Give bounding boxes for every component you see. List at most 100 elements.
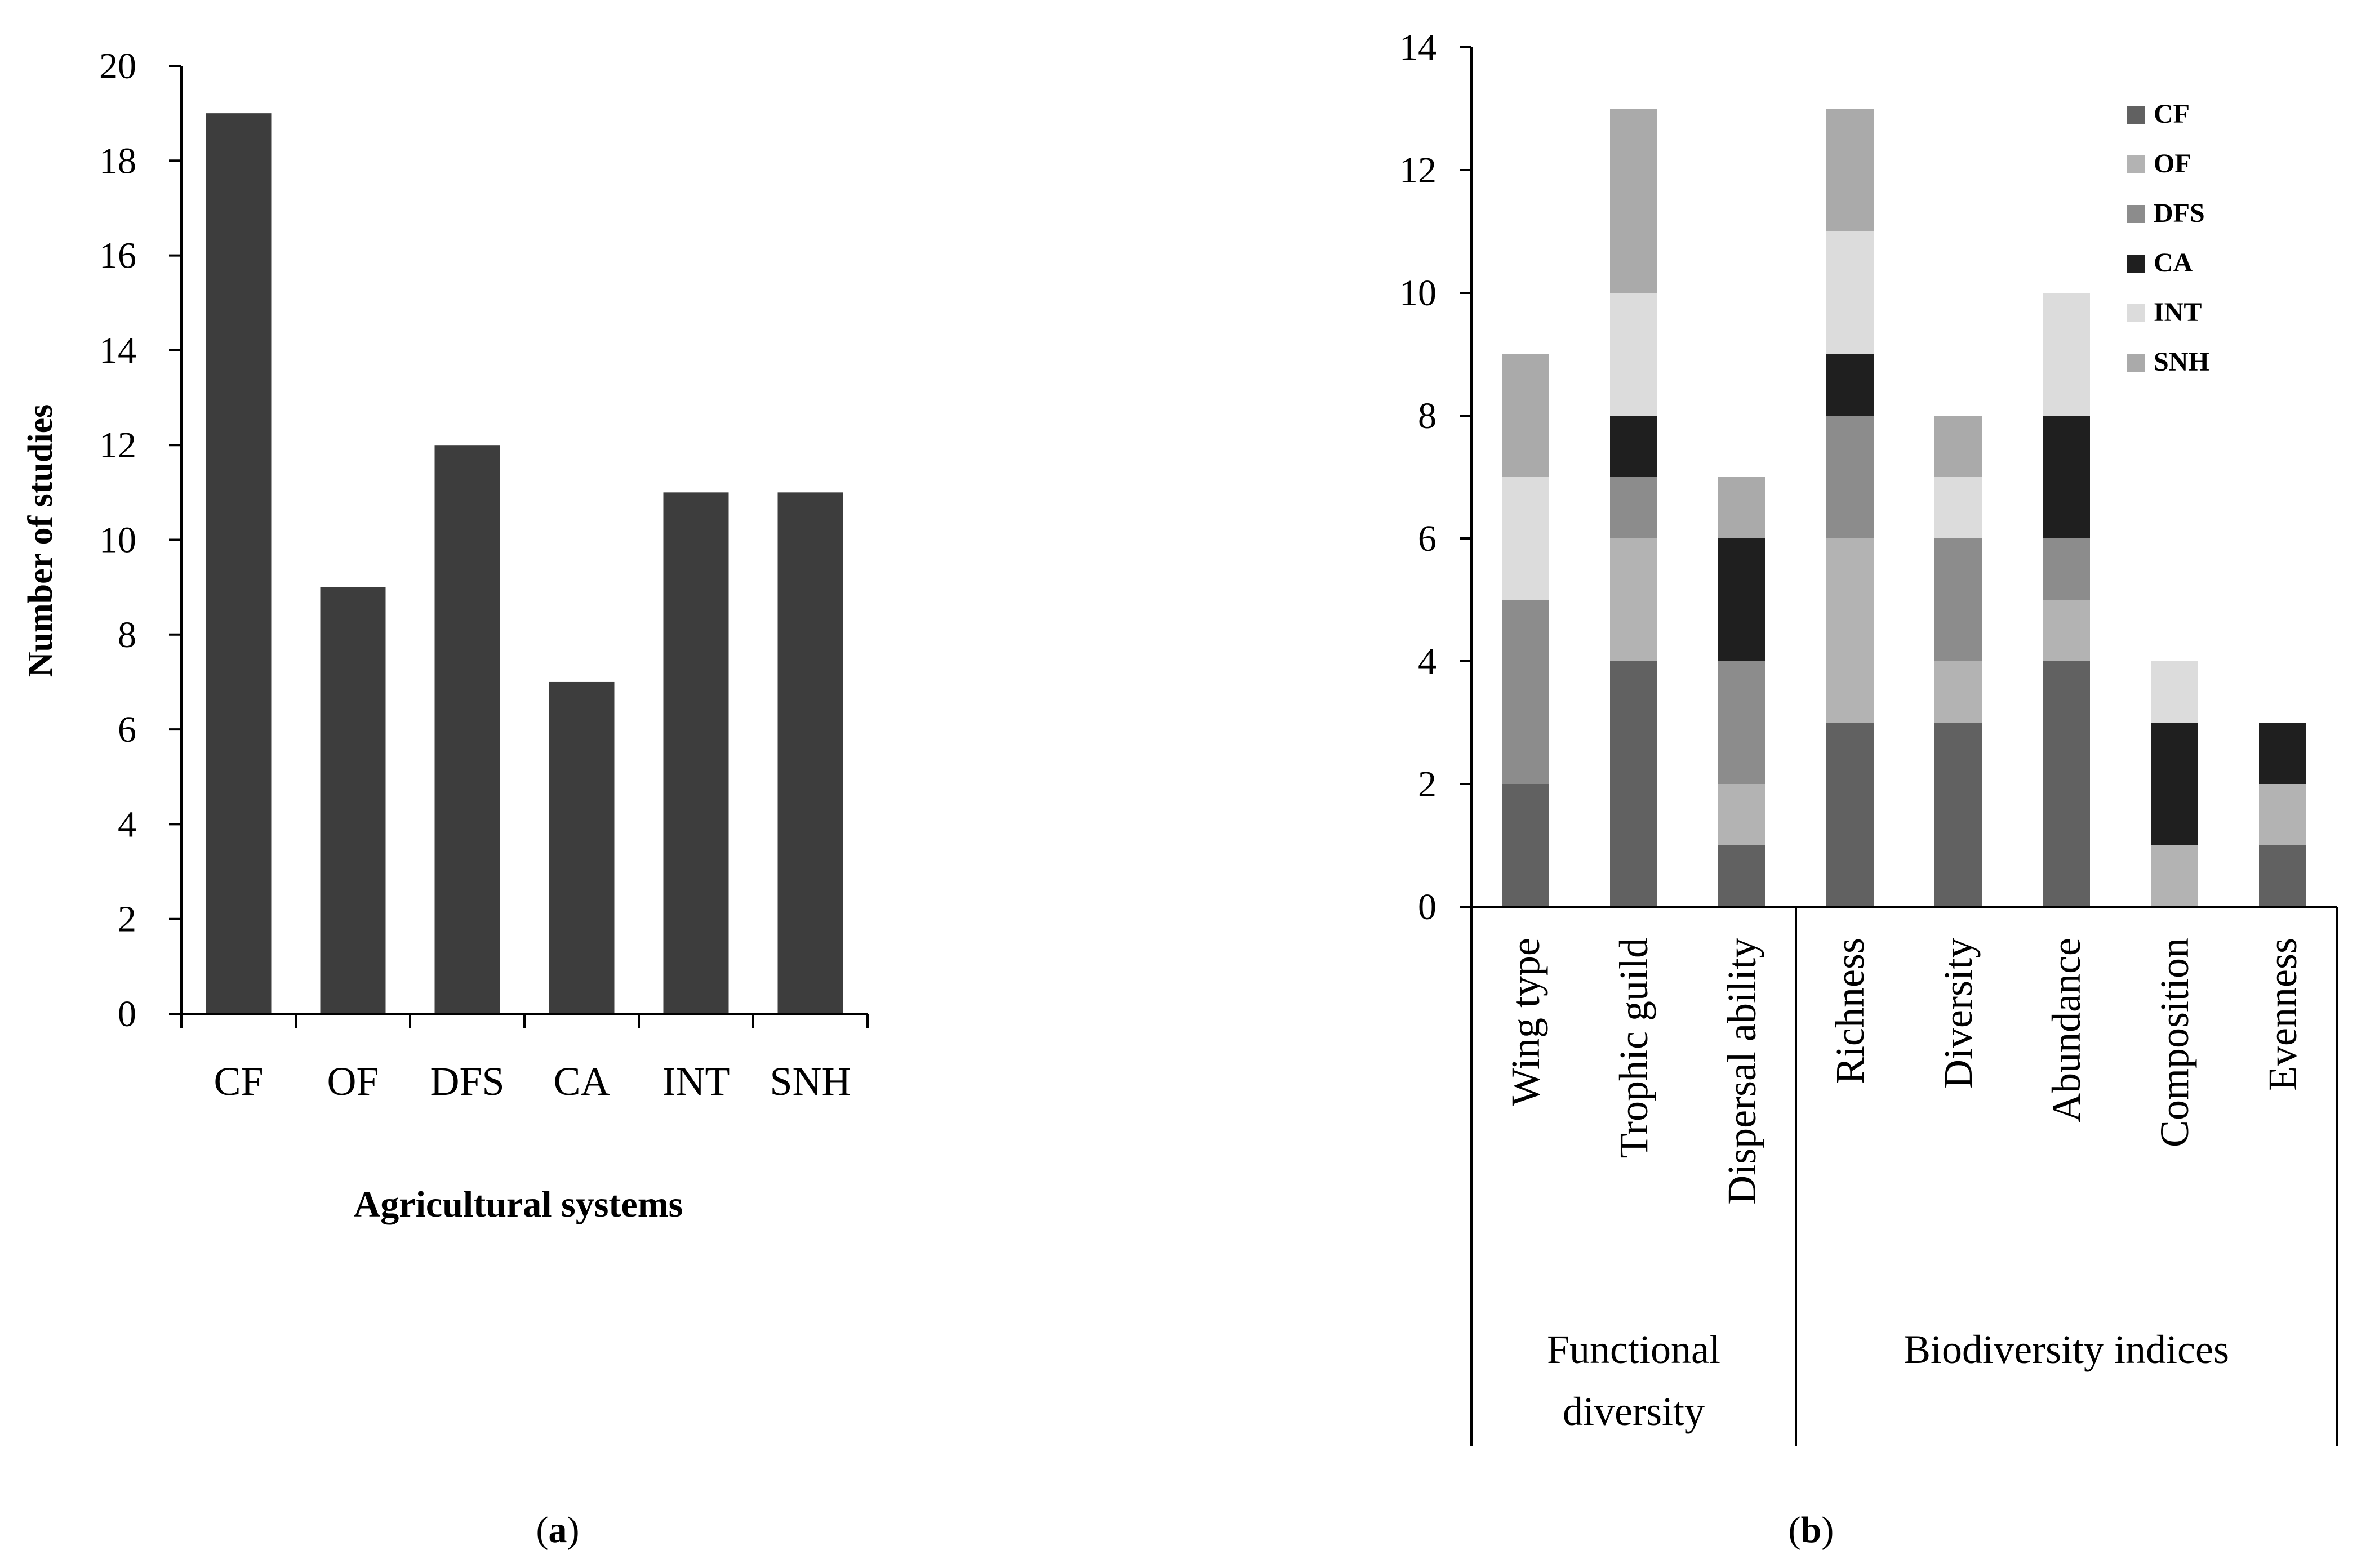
bar-cf (206, 113, 272, 1014)
y-tick-label: 18 (99, 140, 136, 181)
category-group-label-line2: diversity (1563, 1389, 1705, 1434)
y-tick-label: 10 (1399, 273, 1437, 314)
y-tick-label: 16 (99, 235, 136, 277)
chart-b-legend: CF OF DFS CA INT SNH (2127, 99, 2209, 377)
y-tick-label: 12 (1399, 150, 1437, 191)
bar-of (320, 587, 386, 1014)
chart-b-axes (1470, 47, 2337, 908)
bar-ca (549, 681, 615, 1014)
bar-dispersal-ability-ca (1718, 538, 1765, 661)
bar-diversity-snh (1934, 416, 1982, 477)
bar-dfs (434, 445, 500, 1014)
bar-trophic-guild-int (1610, 293, 1657, 416)
bar-evenness-of (2259, 784, 2306, 845)
x-tick-label-of: OF (327, 1059, 379, 1104)
bar-wing-type-snh (1502, 354, 1549, 477)
legend-swatch-snh (2127, 354, 2145, 372)
bar-richness-of (1826, 538, 1874, 723)
y-tick-label: 8 (1418, 395, 1437, 436)
bar-dispersal-ability-of (1718, 784, 1765, 845)
x-tick-label-wing-type: Wing type (1503, 938, 1548, 1106)
bar-wing-type-int (1502, 477, 1549, 600)
bar-int (663, 492, 729, 1014)
x-tick-label-richness: Richness (1827, 938, 1873, 1084)
bar-dispersal-ability-snh (1718, 477, 1765, 538)
chart-b-y-ticks: 0 2 4 6 8 10 12 14 (1399, 27, 1471, 928)
x-tick-label-dfs: DFS (430, 1059, 504, 1104)
legend-label-of: OF (2154, 149, 2191, 179)
bar-richness-cf (1826, 723, 1874, 907)
bar-evenness-cf (2259, 845, 2306, 907)
bar-trophic-guild-cf (1610, 661, 1657, 907)
bar-richness-snh (1826, 109, 1874, 231)
bar-abundance-dfs (2043, 538, 2090, 600)
legend-swatch-ca (2127, 255, 2145, 273)
bar-abundance-int (2043, 293, 2090, 416)
bar-dispersal-ability-dfs (1718, 661, 1765, 784)
x-tick-label-diversity: Diversity (1936, 938, 1981, 1089)
x-tick-label-snh: SNH (770, 1059, 851, 1104)
bar-evenness-ca (2259, 723, 2306, 784)
bar-wing-type-dfs (1502, 600, 1549, 784)
bar-abundance-of (2043, 600, 2090, 661)
panel-label-b-letter: b (1801, 1509, 1822, 1551)
y-tick-label: 0 (118, 994, 136, 1035)
y-tick-label: 8 (118, 614, 136, 656)
bar-diversity-of (1934, 661, 1982, 723)
y-tick-label: 6 (118, 709, 136, 750)
bar-wing-type-cf (1502, 784, 1549, 907)
y-tick-label: 2 (1418, 764, 1437, 805)
bar-composition-of (2151, 845, 2198, 907)
legend-swatch-cf (2127, 106, 2145, 124)
legend-label-dfs: DFS (2154, 198, 2205, 228)
panel-label-a-letter: a (549, 1509, 567, 1551)
chart-a-bars (206, 113, 843, 1014)
y-tick-label: 4 (118, 804, 136, 845)
chart-a-axes (180, 66, 868, 1015)
x-tick-label-cf: CF (214, 1059, 263, 1104)
bar-richness-int (1826, 231, 1874, 354)
y-tick-label: 10 (99, 520, 136, 561)
bar-trophic-guild-dfs (1610, 477, 1657, 538)
legend-swatch-dfs (2127, 205, 2145, 223)
bar-trophic-guild-of (1610, 538, 1657, 661)
chart-b-x-ticks: Wing type Trophic guild Dispersal ability R… (1503, 938, 2305, 1205)
chart-a-y-axis-title: Number of studies (21, 404, 60, 678)
bar-diversity-int (1934, 477, 1982, 538)
chart-a-x-axis-title: Agricultural systems (354, 1184, 683, 1225)
y-tick-label: 14 (1399, 27, 1437, 68)
panel-label-a: (a) (536, 1509, 580, 1551)
y-tick-label: 4 (1418, 641, 1437, 682)
category-group-label-biodiversity-indices: Biodiversity indices (1904, 1327, 2229, 1372)
chart-b-category-groups: Functional diversity Biodiversity indices (1470, 907, 2338, 1446)
panel-label-b: (b) (1789, 1509, 1834, 1551)
y-tick-label: 12 (99, 425, 136, 466)
bar-snh (777, 492, 843, 1014)
y-tick-label: 20 (99, 46, 136, 87)
bar-trophic-guild-ca (1610, 416, 1657, 477)
y-tick-label: 14 (99, 330, 136, 371)
y-tick-label: 2 (118, 899, 136, 940)
x-tick-label-evenness: Evenness (2260, 938, 2305, 1091)
x-tick-label-ca: CA (553, 1059, 610, 1104)
bar-composition-int (2151, 661, 2198, 723)
chart-b-bars (1502, 109, 2306, 907)
x-tick-label-int: INT (662, 1059, 730, 1104)
x-tick-label-abundance: Abundance (2044, 938, 2089, 1122)
bar-trophic-guild-snh (1610, 109, 1657, 293)
bar-richness-ca (1826, 354, 1874, 416)
legend-swatch-of (2127, 155, 2145, 173)
chart-a-y-ticks: 0 2 4 6 8 10 12 14 16 18 20 (99, 46, 181, 1035)
y-tick-label: 0 (1418, 887, 1437, 928)
y-tick-label: 6 (1418, 518, 1437, 559)
bar-abundance-cf (2043, 661, 2090, 907)
legend-swatch-int (2127, 304, 2145, 322)
chart-panel-a: 0 2 4 6 8 10 12 14 16 18 20 CF OF DFS CA INT SNH Number… (21, 46, 869, 1225)
legend-label-cf: CF (2154, 99, 2190, 129)
bar-dispersal-ability-cf (1718, 845, 1765, 907)
category-group-label-functional: Functional (1547, 1327, 1720, 1372)
x-tick-label-composition: Composition (2152, 938, 2197, 1147)
legend-label-ca: CA (2154, 248, 2193, 278)
legend-label-int: INT (2154, 297, 2202, 327)
